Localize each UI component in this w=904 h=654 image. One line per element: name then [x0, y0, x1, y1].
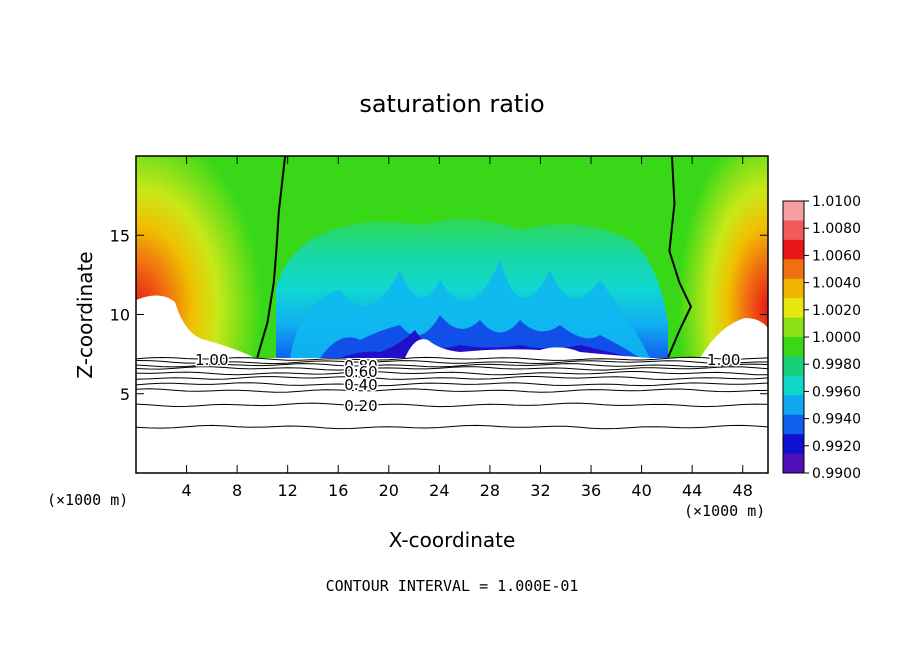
contour-label: 1.00	[195, 351, 228, 369]
colorbar-swatch	[783, 395, 804, 416]
x-unit-left: (×1000 m)	[47, 491, 128, 509]
colorbar-label: 1.0080	[812, 221, 861, 237]
colorbar-swatch	[783, 453, 804, 474]
contour-line	[136, 366, 768, 371]
contour-line	[136, 363, 768, 368]
contour-line	[136, 370, 768, 376]
colorbar-label: 1.0000	[812, 330, 861, 346]
x-tick-label: 44	[682, 481, 702, 500]
contour-label: 0.60	[344, 363, 377, 381]
contour-line	[136, 402, 768, 408]
colorbar-label: 1.0060	[812, 248, 861, 264]
contour-line	[136, 375, 768, 381]
saturation-boundary-left	[256, 156, 287, 358]
colorbar-label: 0.9900	[812, 466, 861, 482]
contour-label: 0.20	[344, 397, 377, 415]
colorbar-swatch	[783, 220, 804, 241]
contour-labels: 1.00 1.00 0.800.600.40 0.20	[194, 349, 742, 416]
x-tick-label: 8	[232, 481, 242, 500]
plot-area	[136, 156, 768, 430]
contour-line	[136, 388, 768, 393]
x-tick-label: 24	[429, 481, 449, 500]
x-tick-label: 16	[328, 481, 348, 500]
colorbar-swatch	[783, 434, 804, 455]
colorbar-swatch	[783, 375, 804, 396]
y-tick-label: 15	[110, 226, 130, 245]
colorbar-swatch	[783, 298, 804, 319]
contour-interval-note: CONTOUR INTERVAL = 1.000E-01	[326, 577, 579, 595]
contour-line	[136, 356, 768, 361]
saturation-boundary-right	[667, 156, 693, 358]
colorbar-label: 0.9920	[812, 439, 861, 455]
colorbar-label: 0.9940	[812, 412, 861, 428]
x-tick-label: 40	[631, 481, 651, 500]
x-tick-label: 12	[278, 481, 298, 500]
contour-label: 1.00	[707, 351, 740, 369]
colorbar-label: 1.0020	[812, 303, 861, 319]
contour-line	[136, 424, 768, 430]
colorbar-swatch	[783, 278, 804, 299]
colorbar-swatch	[783, 337, 804, 357]
x-tick-label: 36	[581, 481, 601, 500]
contour-line	[136, 360, 768, 365]
colorbar-label: 1.0040	[812, 276, 861, 292]
clear-pocket-left	[136, 295, 255, 358]
y-axis-title: Z-coordinate	[73, 251, 97, 378]
x-tick-label: 4	[181, 481, 191, 500]
x-tick-label: 48	[733, 481, 753, 500]
y-tick-label: 5	[120, 385, 130, 404]
colorbar-swatch	[783, 259, 804, 280]
colorbar-swatch	[783, 317, 804, 338]
contour-label: 0.80	[344, 357, 377, 375]
colorbar-swatch	[783, 201, 804, 221]
colorbar-label: 0.9980	[812, 357, 861, 373]
chart-title: saturation ratio	[359, 90, 544, 118]
x-unit-right: (×1000 m)	[684, 502, 765, 520]
y-tick-label: 10	[110, 306, 130, 325]
contour-line	[136, 382, 768, 387]
colorbar: 1.0100 1.0080 1.0060 1.0040 1.0020 1.0000 0.99…	[782, 194, 861, 482]
x-tick-label: 32	[530, 481, 550, 500]
y-axis: 5 10 15	[110, 226, 768, 404]
colorbar-swatch	[783, 356, 804, 377]
clear-pocket-mid	[405, 339, 650, 358]
contour-lines	[136, 356, 768, 430]
saturation-field	[136, 156, 768, 358]
contour-label: 0.40	[344, 376, 377, 394]
x-tick-label: 20	[379, 481, 399, 500]
colorbar-label: 0.9960	[812, 384, 861, 400]
x-axis-title: X-coordinate	[389, 528, 516, 552]
colorbar-label: 1.0100	[812, 194, 861, 210]
colorbar-swatch	[783, 414, 804, 435]
colorbar-swatch	[783, 239, 804, 260]
clear-pocket-right	[700, 318, 768, 358]
x-tick-label: 28	[480, 481, 500, 500]
x-axis: 4 8 12 16 20 24 28 32 36 40 44 48	[181, 156, 753, 500]
